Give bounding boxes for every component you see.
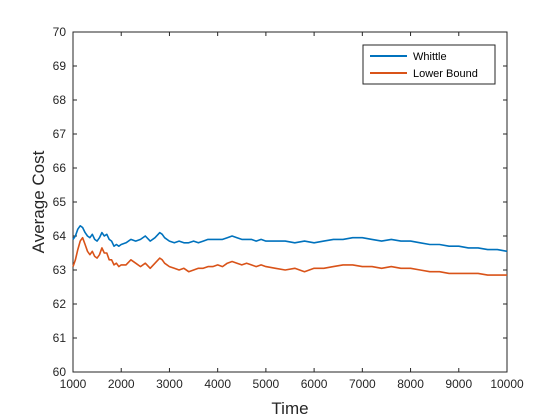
x-tick-label: 9000 xyxy=(445,377,472,391)
y-tick-label: 64 xyxy=(53,229,67,243)
y-tick-label: 60 xyxy=(53,365,67,379)
series-line-whittle xyxy=(72,225,508,253)
y-tick-label: 70 xyxy=(53,25,67,39)
x-tick-label: 3000 xyxy=(156,377,183,391)
y-tick-label: 68 xyxy=(53,93,67,107)
y-tick-label: 67 xyxy=(53,127,67,141)
y-tick-label: 63 xyxy=(53,263,67,277)
plot-area xyxy=(72,31,508,373)
x-tick-label: 4000 xyxy=(204,377,231,391)
y-tick-label: 61 xyxy=(53,331,67,345)
legend-box xyxy=(362,44,496,85)
x-tick-label: 10000 xyxy=(490,377,524,391)
y-tick-label: 69 xyxy=(53,59,67,73)
axis-ticks: 1000 2000 3000 4000 5000 6000 7000 8000 9000 1000… xyxy=(53,25,524,391)
x-tick-label: 2000 xyxy=(108,377,135,391)
legend: Whittle Lower Bound xyxy=(362,44,496,85)
x-tick-label: 5000 xyxy=(253,377,280,391)
x-tick-label: 1000 xyxy=(60,377,87,391)
x-tick-label: 8000 xyxy=(397,377,424,391)
x-tick-label: 7000 xyxy=(349,377,376,391)
y-tick-label: 66 xyxy=(53,161,67,175)
y-axis-title: Average Cost xyxy=(29,150,48,253)
legend-label-whittle: Whittle xyxy=(413,51,447,63)
y-tick-label: 62 xyxy=(53,297,67,311)
series-group xyxy=(72,225,508,276)
x-axis-title: Time xyxy=(271,399,308,418)
x-tick-label: 6000 xyxy=(301,377,328,391)
y-tick-label: 65 xyxy=(53,195,67,209)
legend-label-lower-bound: Lower Bound xyxy=(413,68,478,80)
series-line-lower-bound xyxy=(72,236,507,276)
